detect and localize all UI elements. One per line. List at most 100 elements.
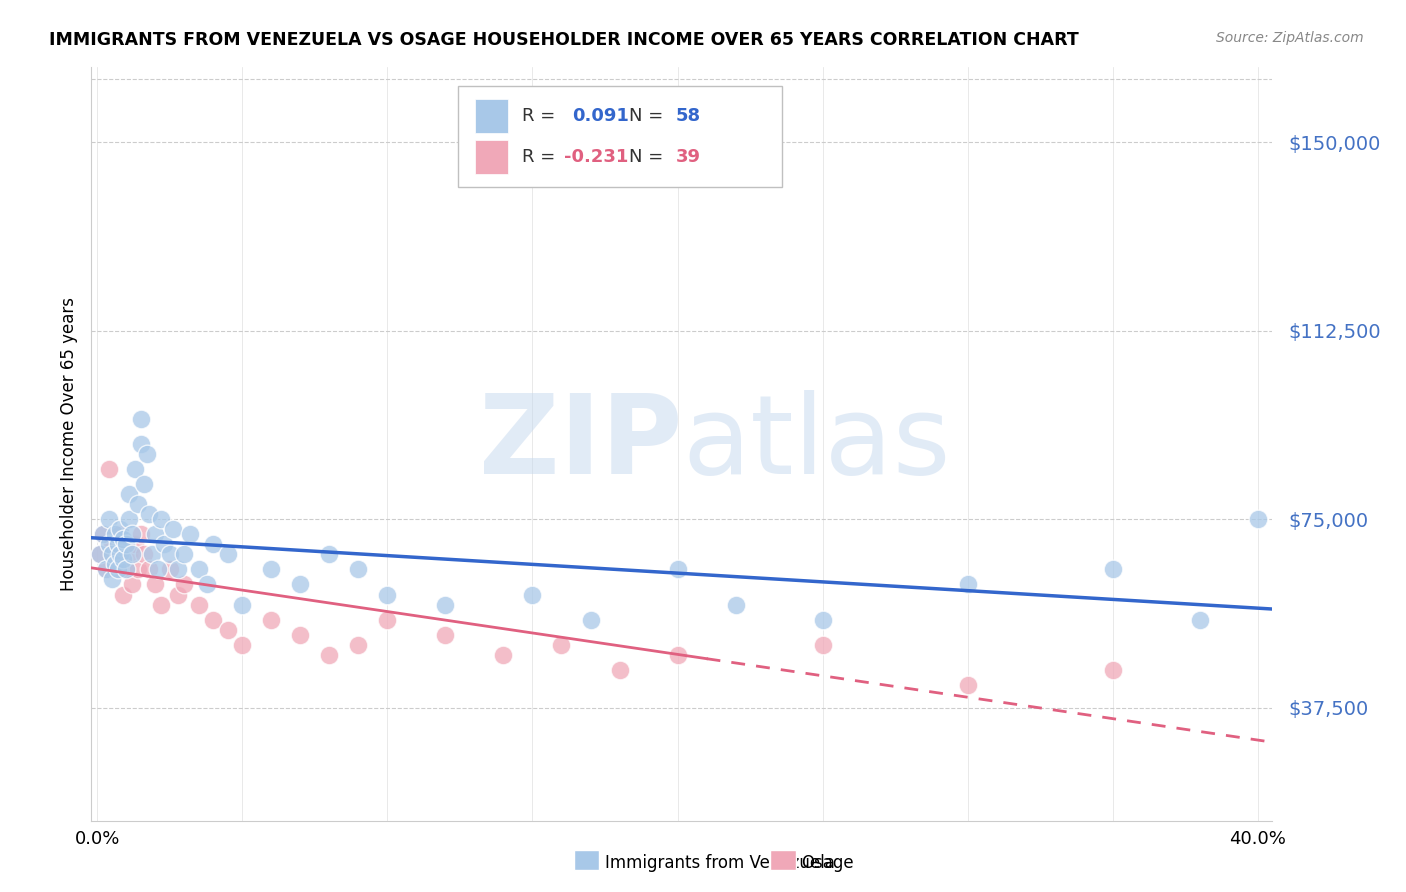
Point <box>347 562 370 576</box>
Point <box>187 598 209 612</box>
Point <box>132 477 155 491</box>
Point <box>135 447 157 461</box>
Point <box>89 547 111 561</box>
Point <box>153 537 176 551</box>
Point <box>132 547 155 561</box>
Point <box>97 462 120 476</box>
Point <box>167 562 190 576</box>
Point <box>138 507 160 521</box>
Point <box>167 588 190 602</box>
Point <box>179 527 201 541</box>
Point <box>956 577 979 591</box>
Y-axis label: Householder Income Over 65 years: Householder Income Over 65 years <box>59 297 77 591</box>
Point <box>1101 562 1123 576</box>
Point <box>115 562 138 576</box>
FancyBboxPatch shape <box>475 140 509 174</box>
Point <box>107 547 129 561</box>
Point <box>100 547 122 561</box>
Point <box>318 648 340 662</box>
Text: -0.231: -0.231 <box>564 148 628 166</box>
Point <box>1247 512 1270 526</box>
Point <box>811 613 834 627</box>
Point <box>377 588 399 602</box>
Point <box>97 512 120 526</box>
Point <box>579 613 602 627</box>
Point <box>110 527 132 541</box>
Point <box>956 678 979 692</box>
Text: Source: ZipAtlas.com: Source: ZipAtlas.com <box>1216 31 1364 45</box>
Point <box>129 411 152 425</box>
Point <box>104 527 127 541</box>
Point <box>202 613 225 627</box>
Text: atlas: atlas <box>682 391 950 497</box>
Point <box>217 547 239 561</box>
Point <box>121 547 143 561</box>
Point <box>94 562 117 576</box>
Point <box>724 598 747 612</box>
Point <box>115 562 138 576</box>
Text: Immigrants from Venezuela: Immigrants from Venezuela <box>605 854 834 871</box>
Point <box>290 577 312 591</box>
Point <box>173 577 195 591</box>
Point <box>260 613 283 627</box>
Point <box>347 638 370 652</box>
Point <box>100 573 122 587</box>
Point <box>550 638 572 652</box>
Point <box>124 537 146 551</box>
Point <box>202 537 225 551</box>
Point <box>115 537 138 551</box>
Point <box>377 613 399 627</box>
Text: 39: 39 <box>676 148 702 166</box>
Point <box>107 537 129 551</box>
Point <box>318 547 340 561</box>
Point <box>173 547 195 561</box>
Point <box>94 562 117 576</box>
Point <box>118 512 141 526</box>
Point <box>197 577 219 591</box>
Point <box>97 537 120 551</box>
Point <box>112 533 135 547</box>
Point <box>150 598 173 612</box>
Point <box>91 527 114 541</box>
Point <box>217 623 239 637</box>
Point <box>89 547 111 561</box>
Point <box>150 512 173 526</box>
Point <box>159 547 181 561</box>
Point <box>100 537 122 551</box>
Point <box>159 562 181 576</box>
Point <box>141 547 163 561</box>
Point <box>290 628 312 642</box>
FancyBboxPatch shape <box>457 86 782 187</box>
Point <box>118 487 141 501</box>
Text: ZIP: ZIP <box>478 391 682 497</box>
Text: N =: N = <box>628 107 669 125</box>
Point <box>129 436 152 450</box>
Text: 0.091: 0.091 <box>572 107 628 125</box>
Point <box>1101 663 1123 677</box>
Point <box>121 577 143 591</box>
Point <box>104 562 127 576</box>
Point <box>522 588 544 602</box>
Point <box>609 663 631 677</box>
Point <box>129 527 152 541</box>
Point <box>260 562 283 576</box>
Point <box>127 562 149 576</box>
Point <box>187 562 209 576</box>
Text: IMMIGRANTS FROM VENEZUELA VS OSAGE HOUSEHOLDER INCOME OVER 65 YEARS CORRELATION : IMMIGRANTS FROM VENEZUELA VS OSAGE HOUSE… <box>49 31 1078 49</box>
Point <box>143 577 166 591</box>
Text: R =: R = <box>523 148 561 166</box>
Point <box>138 562 160 576</box>
Point <box>146 562 169 576</box>
Point <box>112 552 135 566</box>
Point <box>231 598 253 612</box>
Point <box>143 527 166 541</box>
Point <box>434 628 457 642</box>
Point <box>118 547 141 561</box>
Text: R =: R = <box>523 107 561 125</box>
Text: 58: 58 <box>676 107 702 125</box>
Point <box>162 522 184 536</box>
Point <box>124 462 146 476</box>
Point <box>104 558 127 572</box>
Point <box>434 598 457 612</box>
Point <box>91 527 114 541</box>
